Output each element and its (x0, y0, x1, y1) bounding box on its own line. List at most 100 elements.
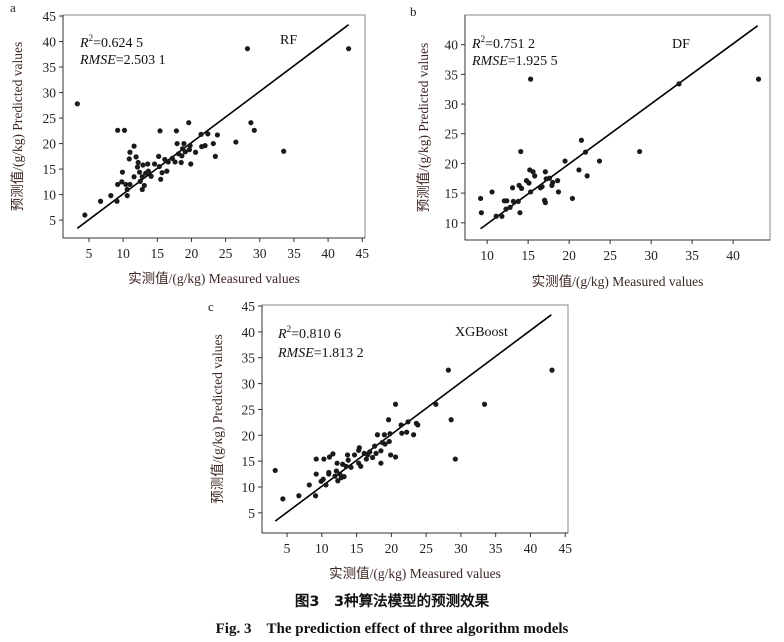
y-tick-label: 40 (445, 38, 459, 53)
data-point (124, 193, 130, 199)
r2-annotation: R2=0.751 2 (471, 34, 535, 52)
data-point (115, 127, 121, 133)
data-point (374, 432, 381, 438)
panel-label: a (10, 0, 16, 15)
data-point (356, 445, 362, 451)
x-axis-label: 实测值/(g/kg) Measured values (329, 566, 501, 581)
data-point (382, 441, 388, 447)
data-point (326, 469, 332, 476)
data-point (363, 456, 369, 462)
data-point (119, 169, 126, 175)
data-point (124, 186, 130, 193)
data-point (582, 149, 589, 155)
data-point (158, 176, 164, 182)
data-point (121, 127, 128, 133)
data-point (532, 173, 538, 179)
panel-label: b (410, 4, 417, 19)
data-point (569, 195, 576, 202)
data-point (367, 449, 373, 455)
data-point (173, 128, 180, 134)
data-point (392, 401, 399, 407)
x-tick-label: 40 (726, 248, 740, 263)
data-point (182, 149, 188, 155)
data-point (306, 482, 312, 488)
data-point (165, 159, 171, 165)
data-point (139, 174, 145, 180)
data-point (326, 454, 333, 460)
data-point (131, 174, 137, 180)
data-point (145, 161, 151, 167)
x-tick-label: 20 (385, 541, 399, 556)
data-point (637, 148, 643, 155)
data-point (108, 193, 114, 199)
data-point (280, 496, 286, 502)
data-point (133, 154, 139, 160)
data-point (178, 159, 184, 166)
scatter-panel-a: 5 10 15 20 25 30 35 40 4551015202530354045aRFR2=… (10, 0, 369, 286)
data-point (212, 153, 218, 159)
fit-line (76, 24, 350, 229)
y-tick-label: 10 (242, 480, 256, 495)
data-point (179, 153, 185, 159)
rmse-label: RMSE (277, 346, 314, 361)
r2-value: =0.810 6 (291, 327, 341, 342)
data-point (504, 198, 510, 204)
data-point (378, 460, 384, 466)
y-tick-label: 15 (43, 162, 57, 177)
x-tick-label: 30 (454, 541, 468, 556)
x-tick-label: 20 (562, 248, 576, 263)
x-tick-label: 35 (287, 246, 301, 261)
r2-superscript: 2 (89, 33, 94, 43)
data-point (192, 149, 199, 155)
data-point (332, 473, 338, 479)
y-tick-label: 35 (242, 351, 256, 366)
data-point (134, 164, 141, 170)
data-point (478, 210, 484, 216)
r2-label: R (79, 36, 89, 51)
data-point (244, 46, 251, 52)
rmse-annotation: RMSE=1.925 5 (471, 54, 558, 69)
data-point (126, 156, 132, 162)
x-tick-label: 45 (356, 246, 370, 261)
data-point (174, 140, 180, 147)
caption-chinese: 图3 3种算法模型的预测效果 (295, 592, 490, 610)
fit-line (480, 25, 759, 230)
data-point (341, 474, 347, 480)
data-point (584, 173, 590, 179)
data-point (499, 213, 505, 219)
data-point (518, 185, 525, 191)
data-point (345, 457, 351, 463)
data-point (140, 162, 146, 168)
data-point (452, 456, 458, 462)
data-point (351, 452, 358, 458)
data-point (539, 183, 545, 190)
data-point (188, 161, 194, 167)
rmse-label: RMSE (471, 54, 508, 69)
y-tick-label: 45 (43, 9, 57, 24)
model-name: DF (672, 37, 690, 52)
data-point (481, 401, 488, 407)
data-point (515, 198, 521, 205)
y-tick-label: 45 (242, 299, 256, 314)
data-point (210, 140, 216, 147)
data-point (123, 181, 129, 188)
x-tick-label: 20 (185, 246, 199, 261)
data-point (169, 155, 175, 161)
y-tick-label: 30 (242, 377, 256, 392)
data-point (555, 189, 562, 195)
rmse-label: RMSE (79, 53, 116, 68)
scatter-panel-c: 5 10 15 20 25 30 35 40 45 5 10 15 20 25 30 35 40 45 c XGBoo… (208, 299, 572, 581)
rmse-value: =2.503 1 (116, 53, 166, 68)
data-point (493, 213, 499, 219)
y-axis-label: 预测值/(g/kg) Predicted values (210, 334, 225, 503)
model-name: XGBoost (455, 325, 508, 340)
data-point (510, 198, 516, 205)
data-point (115, 181, 121, 188)
data-point (159, 170, 165, 176)
data-point (562, 158, 568, 164)
data-point (233, 139, 239, 145)
data-point (555, 178, 561, 184)
data-point (335, 478, 341, 484)
data-point (348, 464, 354, 470)
data-point (373, 450, 379, 456)
